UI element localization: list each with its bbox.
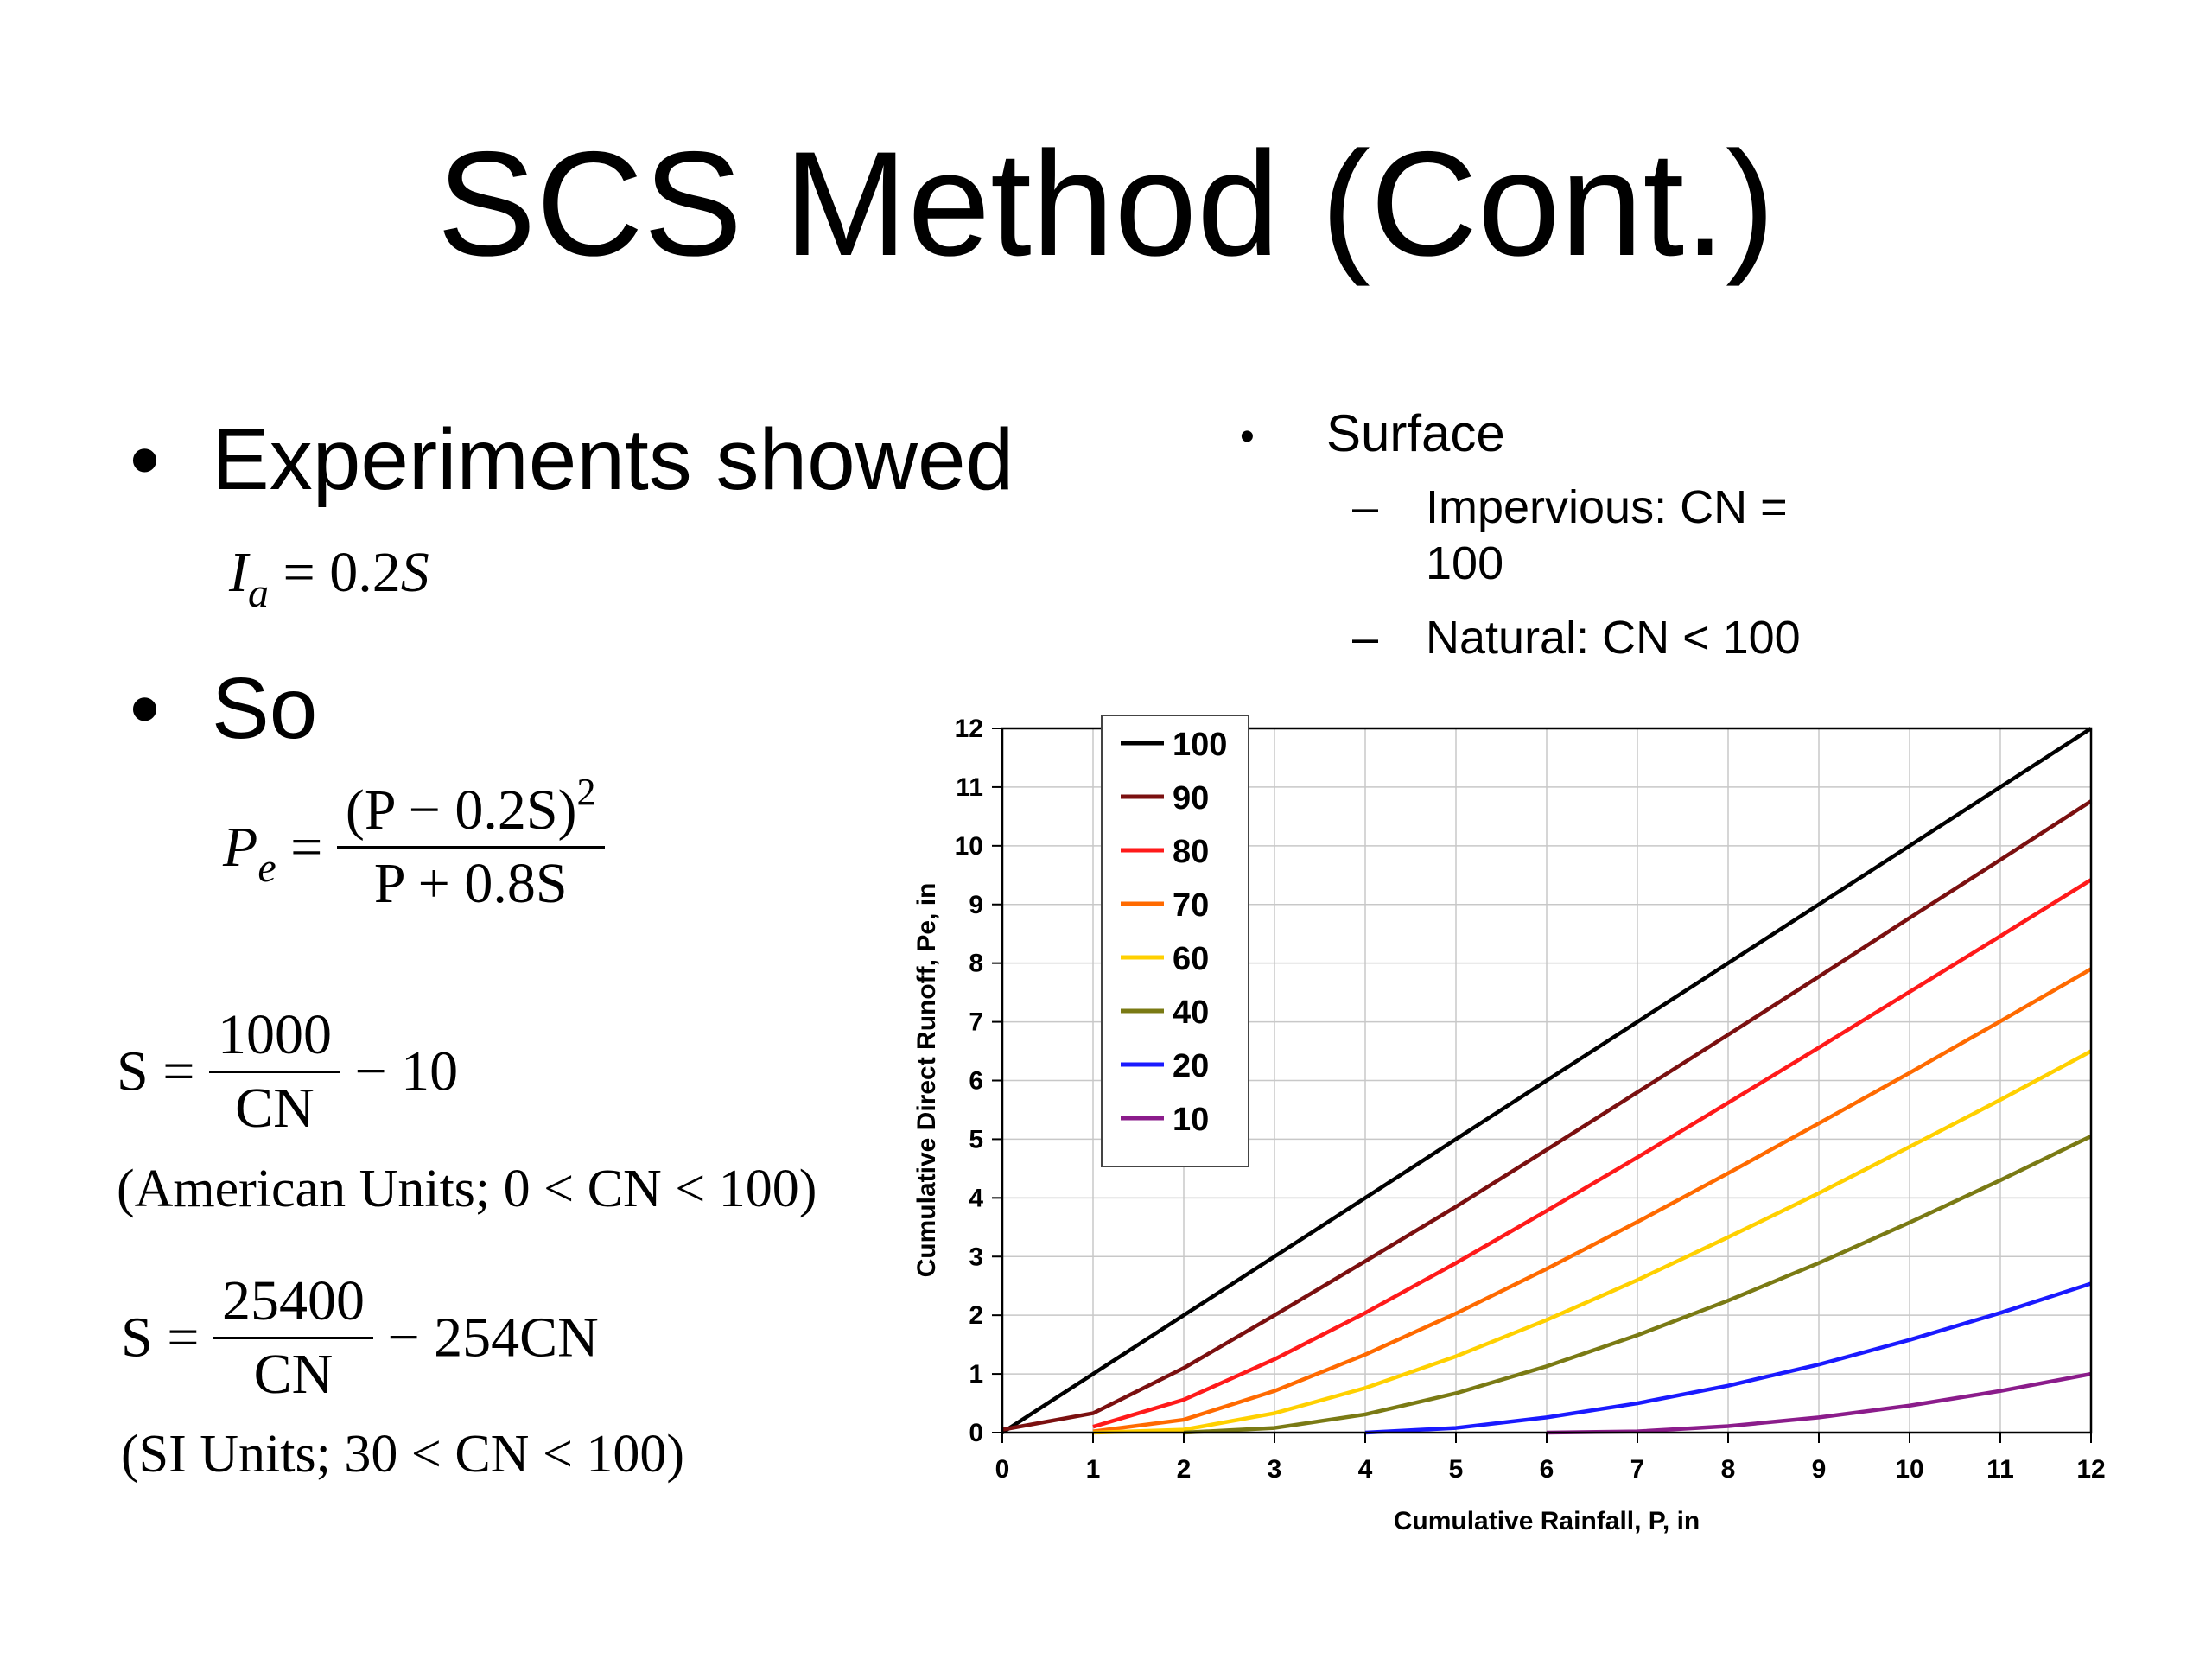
legend-label: 90	[1173, 780, 1209, 817]
ia-rhs-var: S	[400, 541, 429, 604]
legend-label: 70	[1173, 887, 1209, 924]
s-si-denominator: CN	[253, 1343, 334, 1406]
y-tick-label: 12	[955, 715, 983, 743]
x-tick-label: 6	[1540, 1455, 1554, 1484]
s-us-fraction: 1000 CN	[208, 1007, 340, 1140]
s-si-lhs: S =	[121, 1306, 200, 1370]
y-axis-label: Cumulative Direct Runoff, Pe, in	[912, 883, 941, 1278]
bullet-dot: •	[130, 411, 161, 508]
chart-series	[1001, 727, 2093, 1435]
impervious-line-1: Impervious: CN =	[1426, 481, 1788, 533]
s-us-numerator: 1000	[208, 1007, 340, 1073]
natural-line-1: Natural: CN < 100	[1426, 612, 1801, 664]
series-line-cn-90	[1001, 799, 2093, 1432]
x-tick-label: 7	[1630, 1455, 1645, 1484]
sub-item-dash: –	[1352, 612, 1379, 664]
legend-box	[1101, 715, 1249, 1167]
ia-rhs: = 0.2	[283, 541, 401, 604]
pe-power: 2	[576, 771, 596, 813]
equation-ia: Ia = 0.2S	[229, 541, 429, 614]
sub-item-natural: – Natural: CN < 100	[1352, 610, 1801, 666]
legend-label: 20	[1173, 1048, 1209, 1084]
ia-sub: a	[247, 570, 269, 616]
bullet-experiments-text: Experiments showed	[212, 411, 1014, 508]
legend-label: 100	[1173, 727, 1227, 763]
sub-item-dash: –	[1352, 481, 1379, 533]
s-us-tail: − 10	[354, 1039, 459, 1103]
y-tick-label: 8	[969, 950, 983, 978]
bullet-dot: •	[130, 660, 161, 757]
pe-numerator: (P − 0.2S)	[345, 779, 577, 842]
bullet-experiments: • Experiments showed	[130, 416, 1014, 503]
s-si-fraction: 25400 CN	[213, 1273, 373, 1403]
chart-legend: 100 90 80 70 60 40 20 10	[1101, 715, 1249, 1167]
legend-label: 60	[1173, 941, 1209, 977]
bullet-so: • So	[130, 665, 317, 752]
x-tick-label: 10	[1895, 1455, 1923, 1484]
pe-var: P	[223, 815, 258, 879]
y-tick-label: 5	[969, 1125, 983, 1154]
y-tick-label: 9	[969, 891, 983, 919]
sub-item-impervious: – Impervious: CN = 100	[1352, 480, 1788, 592]
equation-pe: Pe = (P − 0.2S)2 P + 0.8S	[223, 773, 605, 915]
x-tick-label: 11	[1986, 1455, 2014, 1484]
note-american-units: (American Units; 0 < CN < 100)	[117, 1160, 817, 1218]
series-line-cn-20	[1364, 1281, 2092, 1435]
x-tick-label: 12	[2076, 1455, 2105, 1484]
s-us-denominator: CN	[235, 1077, 315, 1140]
series-line-cn-60	[1092, 1049, 2093, 1435]
note-si-units: (SI Units; 30 < CN < 100)	[121, 1425, 685, 1484]
legend-label: 10	[1173, 1102, 1209, 1138]
y-tick-label: 2	[969, 1301, 983, 1330]
x-tick-label: 2	[1177, 1455, 1192, 1484]
legend-label: 40	[1173, 995, 1209, 1031]
pe-fraction: (P − 0.2S)2 P + 0.8S	[336, 773, 605, 915]
x-tick-label: 1	[1086, 1455, 1101, 1484]
y-tick-label: 3	[969, 1243, 983, 1271]
y-tick-label: 10	[955, 832, 983, 861]
series-line-cn-80	[1092, 878, 2093, 1429]
equation-s-american: S = 1000 CN − 10	[117, 1007, 458, 1137]
equation-s-si: S = 25400 CN − 254CN	[121, 1273, 599, 1403]
x-tick-label: 0	[995, 1455, 1010, 1484]
bullet-surface-text: Surface	[1326, 404, 1505, 462]
bullet-surface: • Surface	[1240, 408, 1505, 460]
y-tick-label: 1	[969, 1360, 983, 1389]
y-tick-label: 11	[956, 773, 983, 802]
pe-denominator: P + 0.8S	[373, 852, 568, 915]
series-line-cn-100	[1001, 727, 2093, 1434]
y-tick-label: 7	[969, 1008, 983, 1037]
slide-title: SCS Method (Cont.)	[436, 121, 1776, 287]
y-tick-label: 4	[969, 1184, 983, 1212]
y-tick-label: 6	[969, 1067, 983, 1096]
pe-eq: =	[290, 815, 323, 879]
series-line-cn-40	[1183, 1134, 2092, 1435]
x-axis-label: Cumulative Rainfall, P, in	[1394, 1507, 1700, 1535]
x-tick-label: 4	[1358, 1455, 1373, 1484]
ia-var: I	[229, 541, 248, 604]
x-tick-label: 5	[1449, 1455, 1464, 1484]
bullet-dot: •	[1240, 414, 1255, 461]
s-si-numerator: 25400	[213, 1273, 373, 1339]
x-tick-label: 8	[1721, 1455, 1736, 1484]
s-us-lhs: S =	[117, 1039, 195, 1103]
legend-label: 80	[1173, 834, 1209, 870]
x-tick-label: 3	[1268, 1455, 1282, 1484]
s-si-tail: − 254CN	[387, 1306, 599, 1370]
y-tick-label: 0	[969, 1419, 983, 1447]
bullet-so-text: So	[212, 660, 318, 757]
pe-sub: e	[257, 844, 276, 891]
series-line-cn-10	[1546, 1371, 2092, 1435]
x-tick-label: 9	[1812, 1455, 1827, 1484]
series-line-cn-70	[1092, 967, 2093, 1433]
impervious-line-2: 100	[1426, 537, 1504, 589]
